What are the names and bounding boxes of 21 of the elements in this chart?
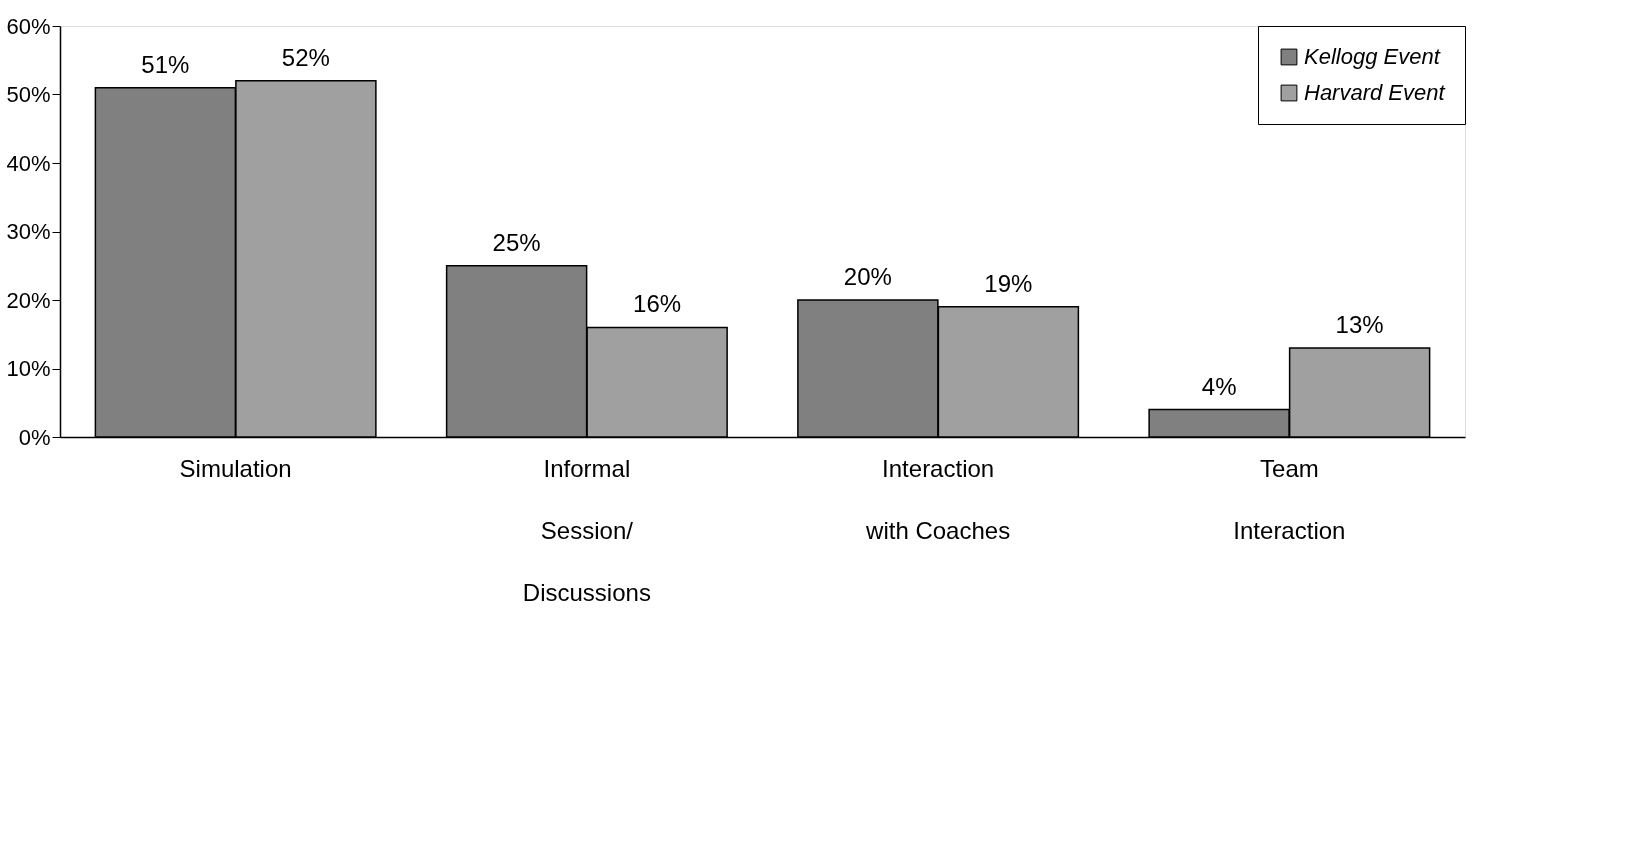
category-label: Interaction with Coaches — [866, 454, 1011, 544]
data-label: 51% — [141, 50, 190, 78]
data-label: 13% — [1335, 310, 1384, 338]
legend-label: Harvard Event — [1304, 80, 1446, 105]
y-tick-label: 20% — [6, 287, 51, 313]
data-label: 20% — [843, 263, 892, 290]
legend-label: Kellogg Event — [1304, 44, 1441, 69]
category-label: Team Interaction — [1233, 454, 1346, 544]
data-label: 16% — [633, 290, 682, 318]
y-tick-label: 30% — [6, 219, 51, 244]
data-label: 4% — [1201, 372, 1237, 400]
data-label: 52% — [281, 43, 330, 71]
y-tick-label: 50% — [6, 82, 51, 107]
y-tick-label: 40% — [6, 150, 51, 176]
x-tick-label: Simulation — [179, 454, 292, 482]
y-tick-label: 10% — [6, 356, 51, 381]
data-label: 25% — [492, 228, 541, 256]
category-label: Informal Session/ Discussions — [522, 454, 651, 606]
y-tick-label: 60% — [6, 13, 51, 39]
data-label: 19% — [984, 269, 1033, 297]
y-tick-label: 0% — [18, 424, 51, 450]
